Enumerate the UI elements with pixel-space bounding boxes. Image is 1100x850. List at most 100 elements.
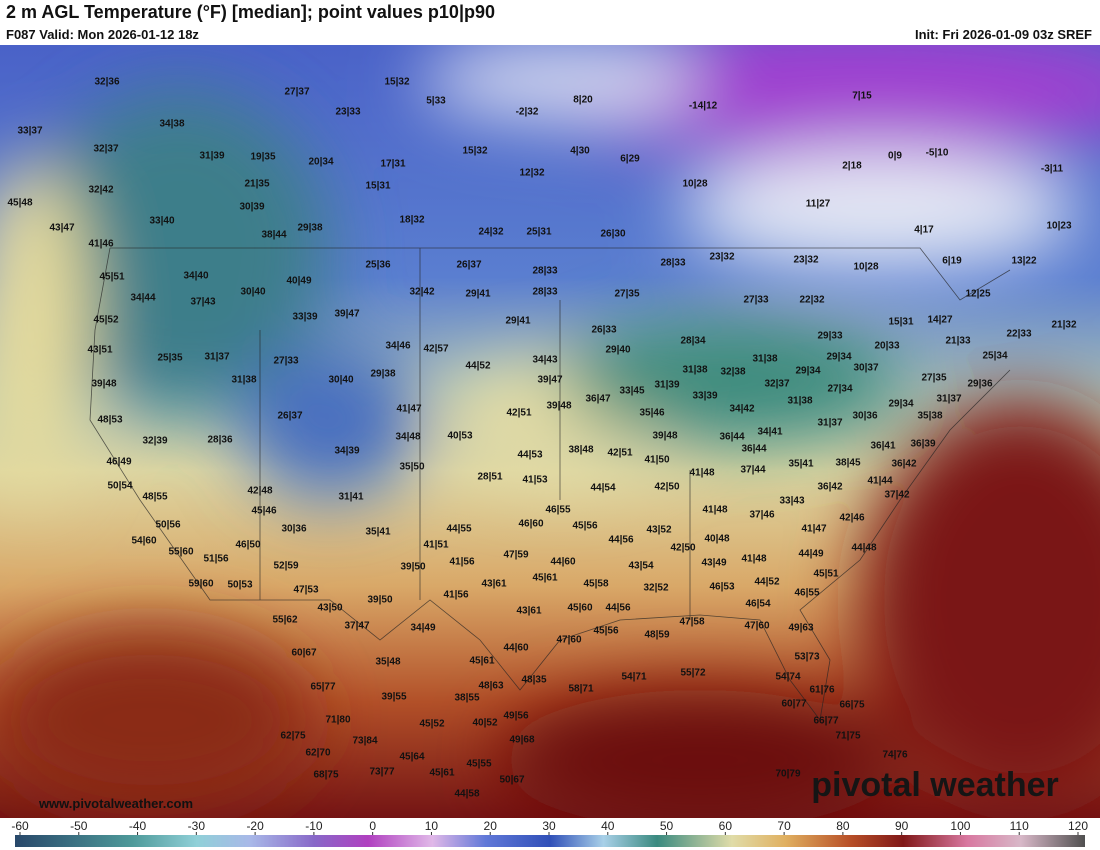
point-value: 11|27 [806,199,831,210]
point-value: 26|33 [591,325,616,336]
point-value: 15|32 [384,77,409,88]
point-value: 26|37 [277,411,302,422]
point-value: 55|72 [680,668,705,679]
colorbar-tick-label: 80 [836,819,850,833]
point-value: 43|54 [628,561,653,572]
point-value: 42|50 [670,543,695,554]
point-value: -5|10 [926,148,949,159]
point-value: 31|39 [199,151,224,162]
point-value: 41|47 [801,524,826,535]
point-value: 23|32 [709,252,734,263]
point-value: 31|38 [231,375,256,386]
point-value: 55|60 [168,547,193,558]
point-value: 71|80 [325,715,350,726]
point-value: 29|33 [817,331,842,342]
point-value: 46|54 [745,599,770,610]
point-value: 20|33 [874,341,899,352]
point-value: 33|40 [149,216,174,227]
point-value: 37|44 [740,465,765,476]
point-value: 71|75 [835,731,860,742]
colorbar-tick-label: -20 [246,819,264,833]
point-value: 21|35 [244,179,269,190]
point-value: 21|33 [945,336,970,347]
point-value: 38|48 [568,445,593,456]
point-value: 39|50 [367,595,392,606]
point-value: 54|74 [775,672,800,683]
point-value: 37|47 [344,621,369,632]
point-value: 25|31 [526,227,551,238]
point-value: 43|50 [317,603,342,614]
point-value: 54|60 [131,536,156,547]
point-value: 45|51 [99,272,124,283]
point-value: 34|49 [410,623,435,634]
point-value: 29|38 [297,223,322,234]
point-value: 55|62 [272,615,297,626]
point-value: 45|52 [93,315,118,326]
point-value: 30|40 [328,375,353,386]
point-value: 4|30 [570,146,590,157]
point-value: 32|38 [720,367,745,378]
point-value: 29|36 [967,379,992,390]
point-value: 28|51 [477,472,502,483]
point-value: 44|54 [590,483,615,494]
point-value: 30|37 [853,363,878,374]
point-value: 10|23 [1046,221,1071,232]
colorbar [15,835,1085,847]
colorbar-tick-label: -30 [188,819,206,833]
point-value: 33|37 [17,126,42,137]
point-value: 45|56 [593,626,618,637]
point-value: 37|46 [749,510,774,521]
point-value: 46|53 [709,582,734,593]
point-value: 34|40 [183,271,208,282]
colorbar-tick-label: -40 [129,819,147,833]
point-value: 35|48 [375,657,400,668]
point-value: 49|56 [503,711,528,722]
point-value: 43|49 [701,558,726,569]
point-value: 31|37 [204,352,229,363]
point-value: 41|46 [88,239,113,250]
point-value: 42|51 [607,448,632,459]
point-value: 34|43 [532,355,557,366]
point-value: 39|48 [652,431,677,442]
point-value: 25|35 [157,353,182,364]
point-value: 48|53 [97,415,122,426]
point-value: 5|33 [426,96,446,107]
point-value: 34|38 [159,119,184,130]
point-value: 46|55 [794,588,819,599]
point-value: 36|44 [719,432,744,443]
point-value: 7|15 [852,91,872,102]
point-value: 15|31 [888,317,913,328]
colorbar-tick-label: 100 [950,819,970,833]
point-value: 29|34 [795,366,820,377]
point-value: 49|63 [788,623,813,634]
colorbar-tick-label: 120 [1068,819,1088,833]
point-value: 24|32 [478,227,503,238]
point-value: 35|46 [639,408,664,419]
point-value: 26|30 [600,229,625,240]
point-value: 39|55 [381,692,406,703]
point-value: 29|40 [605,345,630,356]
point-value: 19|35 [250,152,275,163]
point-value: 28|34 [680,336,705,347]
point-value: 43|52 [646,525,671,536]
point-value: 32|39 [142,436,167,447]
point-value: 34|42 [729,404,754,415]
point-value: 47|58 [679,617,704,628]
point-value: 60|77 [781,699,806,710]
point-value: 35|41 [365,527,390,538]
point-value: 45|56 [572,521,597,532]
point-value: 32|36 [94,77,119,88]
point-value: 41|51 [423,540,448,551]
point-value: 47|59 [503,550,528,561]
point-value: 31|39 [654,380,679,391]
point-value: 30|36 [281,524,306,535]
point-value: 28|33 [532,287,557,298]
point-value: 44|58 [454,789,479,800]
point-value: 32|52 [643,583,668,594]
point-value: 27|37 [284,87,309,98]
point-value: 58|71 [568,684,593,695]
point-value: 46|49 [106,457,131,468]
point-value: 48|59 [644,630,669,641]
point-value: 42|50 [654,482,679,493]
temperature-field: pivotal weather www.pivotalweather.com [0,45,1100,818]
